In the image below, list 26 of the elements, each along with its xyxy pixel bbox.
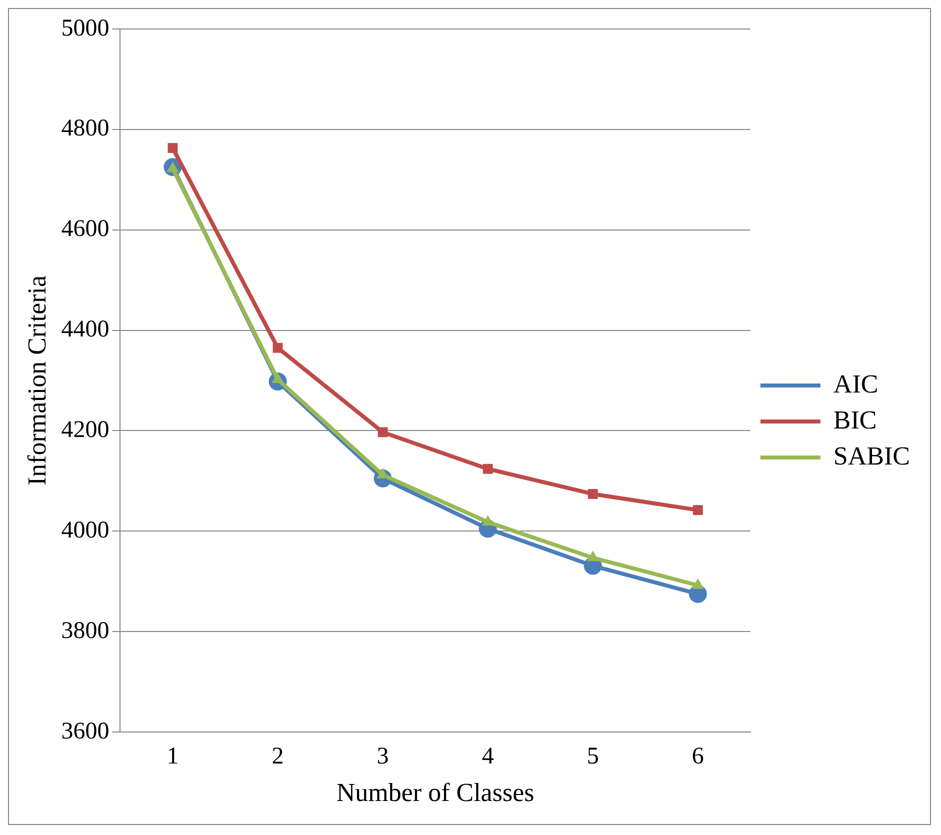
x-tick-label: 5 <box>586 744 599 770</box>
point <box>482 464 493 474</box>
x-tick-label: 3 <box>376 744 389 770</box>
x-tick-label: 4 <box>482 744 494 770</box>
legend-label: SABIC <box>833 441 910 470</box>
y-tick-label: 4600 <box>61 216 110 242</box>
x-tick-label: 2 <box>272 744 284 770</box>
legend-label: AIC <box>833 369 878 398</box>
point <box>588 489 598 499</box>
x-tick-label: 6 <box>692 744 704 770</box>
point <box>378 427 388 438</box>
y-tick-label: 4000 <box>61 517 110 544</box>
y-tick-label: 3600 <box>61 718 110 744</box>
x-tick-label: 1 <box>166 744 179 770</box>
y-tick-label: 4200 <box>61 417 110 444</box>
point <box>272 342 283 353</box>
x-axis-title: Number of Classes <box>336 778 534 808</box>
y-tick-label: 4400 <box>61 316 110 343</box>
legend-label: BIC <box>833 405 877 434</box>
point <box>168 143 178 153</box>
point <box>482 515 494 526</box>
y-tick-label: 3800 <box>61 618 110 644</box>
y-tick-label: 4800 <box>61 116 110 142</box>
point <box>692 505 703 516</box>
y-axis-title: Information Criteria <box>22 275 52 486</box>
y-tick-label: 5000 <box>61 15 110 42</box>
